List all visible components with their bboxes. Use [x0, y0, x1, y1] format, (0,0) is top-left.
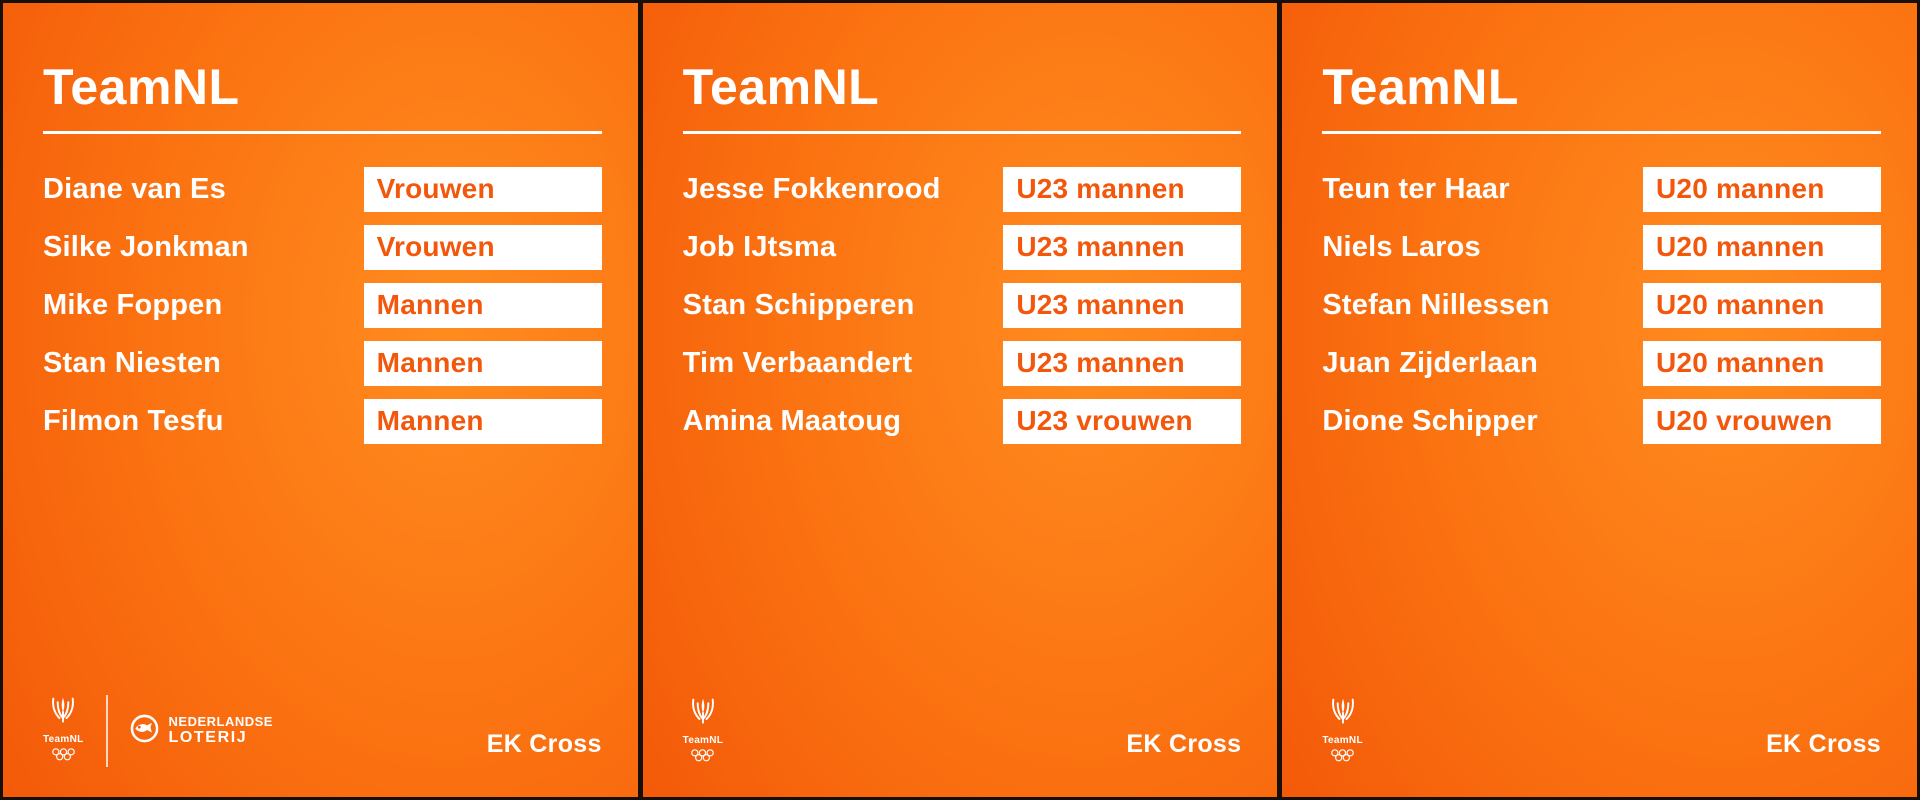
- athlete-name: Niels Laros: [1322, 230, 1481, 263]
- panel-u23: TeamNL Jesse Fokkenrood U23 mannen Job I…: [642, 3, 1278, 797]
- athlete-row: Job IJtsma U23 mannen: [682, 224, 1242, 270]
- athlete-row: Mike Foppen Mannen: [43, 282, 602, 328]
- teamnl-logo-label: TeamNL: [1322, 735, 1363, 746]
- loterij-line1: NEDERLANDSE: [168, 714, 273, 730]
- athlete-row: Teun ter Haar U20 mannen: [1322, 166, 1882, 212]
- loterij-fish-icon: [130, 714, 159, 748]
- athlete-row: Filmon Tesfu Mannen: [43, 398, 602, 444]
- athlete-name: Diane van Es: [43, 172, 226, 205]
- category-chip: Mannen: [363, 340, 602, 386]
- loterij-wordmark: NEDERLANDSE LOTERIJ: [168, 714, 273, 747]
- title-underline: [43, 130, 602, 134]
- category-chip: U20 mannen: [1643, 224, 1882, 270]
- category-chip: U20 mannen: [1643, 340, 1882, 386]
- athlete-name: Job IJtsma: [682, 230, 837, 263]
- teamnl-logo: TeamNL: [683, 697, 724, 767]
- panel-footer: TeamNL: [43, 695, 602, 767]
- category-chip: Vrouwen: [363, 166, 602, 212]
- panel-title: TeamNL: [682, 59, 880, 115]
- tulip-icon: [687, 697, 719, 732]
- event-label: EK Cross: [1766, 730, 1882, 758]
- category-chip: U20 mannen: [1643, 166, 1882, 212]
- panel-footer: TeamNL EK Cross: [1322, 697, 1881, 767]
- logo-group: TeamNL: [43, 695, 273, 767]
- loterij-line2: LOTERIJ: [168, 729, 248, 747]
- athlete-row: Tim Verbaandert U23 mannen: [682, 340, 1242, 386]
- athlete-name: Teun ter Haar: [1322, 172, 1510, 205]
- athlete-row: Amina Maatoug U23 vrouwen: [682, 398, 1242, 444]
- tulip-icon: [47, 696, 79, 731]
- logo-group: TeamNL: [683, 697, 724, 767]
- panel-senioren: TeamNL Diane van Es Vrouwen Silke Jonkma…: [3, 3, 638, 797]
- athlete-name: Stan Schipperen: [682, 288, 915, 321]
- category-chip: U23 mannen: [1003, 166, 1242, 212]
- event-label: EK Cross: [1126, 730, 1242, 758]
- athlete-name: Dione Schipper: [1322, 404, 1538, 437]
- panel-footer: TeamNL EK Cross: [683, 697, 1242, 767]
- athlete-name: Tim Verbaandert: [682, 346, 913, 379]
- athlete-list: Jesse Fokkenrood U23 mannen Job IJtsma U…: [682, 166, 1242, 444]
- category-chip: U23 mannen: [1003, 224, 1242, 270]
- olympic-rings-icon: [1329, 749, 1356, 767]
- athlete-row: Silke Jonkman Vrouwen: [43, 224, 602, 270]
- olympic-rings-icon: [689, 749, 716, 767]
- olympic-rings-icon: [50, 748, 77, 766]
- athlete-name: Mike Foppen: [43, 288, 223, 321]
- category-chip: Vrouwen: [363, 224, 602, 270]
- panel-title: TeamNL: [43, 59, 240, 115]
- teamnl-logo: TeamNL: [1322, 697, 1363, 767]
- athlete-name: Jesse Fokkenrood: [682, 172, 941, 205]
- athlete-row: Dione Schipper U20 vrouwen: [1322, 398, 1882, 444]
- athlete-name: Juan Zijderlaan: [1322, 346, 1539, 379]
- logo-divider: [105, 695, 108, 767]
- athlete-row: Jesse Fokkenrood U23 mannen: [682, 166, 1242, 212]
- athlete-row: Diane van Es Vrouwen: [43, 166, 602, 212]
- athlete-row: Stefan Nillessen U20 mannen: [1322, 282, 1882, 328]
- athlete-row: Juan Zijderlaan U20 mannen: [1322, 340, 1882, 386]
- athlete-name: Filmon Tesfu: [43, 404, 224, 437]
- athlete-row: Stan Schipperen U23 mannen: [682, 282, 1242, 328]
- category-chip: Mannen: [363, 282, 602, 328]
- athlete-row: Niels Laros U20 mannen: [1322, 224, 1882, 270]
- category-chip: U20 vrouwen: [1643, 398, 1882, 444]
- nederlandse-loterij-logo: NEDERLANDSE LOTERIJ: [130, 714, 273, 748]
- athlete-list: Teun ter Haar U20 mannen Niels Laros U20…: [1322, 166, 1882, 444]
- tulip-icon: [1327, 697, 1359, 732]
- athlete-name: Stefan Nillessen: [1322, 288, 1550, 321]
- title-underline: [682, 130, 1242, 134]
- teamnl-logo-label: TeamNL: [682, 735, 724, 746]
- athlete-name: Silke Jonkman: [43, 230, 249, 263]
- category-chip: U23 vrouwen: [1003, 398, 1242, 444]
- athlete-name: Amina Maatoug: [682, 404, 902, 437]
- panel-title: TeamNL: [1322, 59, 1519, 115]
- panel-u20: TeamNL Teun ter Haar U20 mannen Niels La…: [1282, 3, 1918, 797]
- event-label: EK Cross: [486, 730, 602, 758]
- athlete-name: Stan Niesten: [43, 346, 222, 379]
- category-chip: Mannen: [363, 398, 602, 444]
- teamnl-logo-label: TeamNL: [43, 734, 84, 745]
- logo-group: TeamNL: [1322, 697, 1363, 767]
- athlete-row: Stan Niesten Mannen: [43, 340, 602, 386]
- category-chip: U23 mannen: [1003, 282, 1242, 328]
- athlete-list: Diane van Es Vrouwen Silke Jonkman Vrouw…: [43, 166, 602, 444]
- category-chip: U20 mannen: [1643, 282, 1882, 328]
- category-chip: U23 mannen: [1003, 340, 1242, 386]
- teamnl-logo: TeamNL: [43, 696, 84, 766]
- title-underline: [1322, 130, 1882, 134]
